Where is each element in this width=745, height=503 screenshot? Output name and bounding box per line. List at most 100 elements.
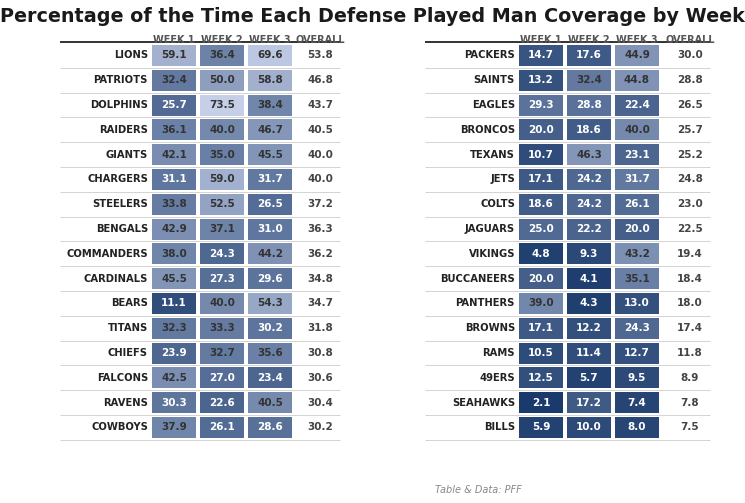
Bar <box>519 417 563 438</box>
Text: Percentage of the Time Each Defense Played Man Coverage by Week: Percentage of the Time Each Defense Play… <box>0 7 744 26</box>
Text: 45.5: 45.5 <box>161 274 187 284</box>
Text: 30.0: 30.0 <box>677 50 703 60</box>
Text: WEEK 3: WEEK 3 <box>249 35 291 45</box>
Text: BILLS: BILLS <box>484 423 515 433</box>
Text: 13.2: 13.2 <box>528 75 554 85</box>
Text: 37.1: 37.1 <box>209 224 235 234</box>
Bar <box>152 169 196 190</box>
Text: 30.2: 30.2 <box>307 423 333 433</box>
Text: 2.1: 2.1 <box>532 397 551 407</box>
Bar <box>248 268 292 289</box>
Bar <box>615 194 659 215</box>
Bar <box>152 367 196 388</box>
Bar <box>519 119 563 140</box>
Bar <box>200 194 244 215</box>
Text: 28.8: 28.8 <box>677 75 703 85</box>
Bar <box>152 144 196 165</box>
Text: 40.0: 40.0 <box>307 149 333 159</box>
Text: 33.8: 33.8 <box>161 199 187 209</box>
Text: 30.4: 30.4 <box>307 397 333 407</box>
Text: STEELERS: STEELERS <box>92 199 148 209</box>
Text: 40.0: 40.0 <box>307 175 333 185</box>
Text: 9.3: 9.3 <box>580 249 598 259</box>
Text: 8.0: 8.0 <box>628 423 646 433</box>
Text: 9.5: 9.5 <box>628 373 646 383</box>
Text: 36.1: 36.1 <box>161 125 187 135</box>
Bar <box>615 95 659 116</box>
Text: 24.3: 24.3 <box>624 323 650 333</box>
Bar <box>567 70 611 91</box>
Text: 28.8: 28.8 <box>576 100 602 110</box>
Bar <box>519 95 563 116</box>
Text: 35.6: 35.6 <box>257 348 283 358</box>
Text: 20.0: 20.0 <box>624 224 650 234</box>
Text: 27.3: 27.3 <box>209 274 235 284</box>
Text: 45.5: 45.5 <box>257 149 283 159</box>
Text: 38.4: 38.4 <box>257 100 283 110</box>
Text: 46.8: 46.8 <box>307 75 333 85</box>
Bar <box>567 417 611 438</box>
Bar <box>200 169 244 190</box>
Bar <box>567 367 611 388</box>
Text: 42.9: 42.9 <box>161 224 187 234</box>
Text: 22.5: 22.5 <box>677 224 703 234</box>
Bar <box>200 95 244 116</box>
Text: 33.3: 33.3 <box>209 323 235 333</box>
Bar <box>248 343 292 364</box>
Bar <box>567 95 611 116</box>
Bar <box>200 70 244 91</box>
Bar <box>615 417 659 438</box>
Text: COMMANDERS: COMMANDERS <box>66 249 148 259</box>
Bar <box>200 343 244 364</box>
Bar <box>248 169 292 190</box>
Text: 18.6: 18.6 <box>528 199 554 209</box>
Bar <box>615 392 659 413</box>
Text: WEEK 1: WEEK 1 <box>153 35 194 45</box>
Bar <box>248 119 292 140</box>
Bar <box>567 169 611 190</box>
Bar <box>200 243 244 264</box>
Bar <box>200 268 244 289</box>
Text: 17.2: 17.2 <box>576 397 602 407</box>
Bar <box>152 194 196 215</box>
Text: WEEK 3: WEEK 3 <box>616 35 658 45</box>
Bar <box>152 417 196 438</box>
Bar <box>248 95 292 116</box>
Text: 17.1: 17.1 <box>528 175 554 185</box>
Bar <box>519 343 563 364</box>
Text: GIANTS: GIANTS <box>106 149 148 159</box>
Text: 14.7: 14.7 <box>528 50 554 60</box>
Text: 52.5: 52.5 <box>209 199 235 209</box>
Text: 31.7: 31.7 <box>624 175 650 185</box>
Bar <box>248 70 292 91</box>
Bar <box>519 392 563 413</box>
Text: 25.2: 25.2 <box>677 149 703 159</box>
Bar <box>567 293 611 314</box>
Text: 30.6: 30.6 <box>307 373 333 383</box>
Text: BUCCANEERS: BUCCANEERS <box>440 274 515 284</box>
Text: 44.9: 44.9 <box>624 50 650 60</box>
Bar <box>200 417 244 438</box>
Text: 24.2: 24.2 <box>576 199 602 209</box>
Text: 25.7: 25.7 <box>677 125 703 135</box>
Text: 23.9: 23.9 <box>161 348 187 358</box>
Text: 34.7: 34.7 <box>307 298 333 308</box>
Bar <box>567 318 611 339</box>
Bar <box>567 144 611 165</box>
Text: 69.6: 69.6 <box>257 50 283 60</box>
Bar <box>567 392 611 413</box>
Text: 37.2: 37.2 <box>307 199 333 209</box>
Text: 36.3: 36.3 <box>307 224 333 234</box>
Text: 44.8: 44.8 <box>624 75 650 85</box>
Text: 59.1: 59.1 <box>161 50 187 60</box>
Text: 40.0: 40.0 <box>209 125 235 135</box>
Bar <box>567 218 611 239</box>
Text: 36.4: 36.4 <box>209 50 235 60</box>
Text: 25.0: 25.0 <box>528 224 554 234</box>
Text: 24.3: 24.3 <box>209 249 235 259</box>
Text: 29.3: 29.3 <box>528 100 554 110</box>
Text: 40.5: 40.5 <box>307 125 333 135</box>
Bar <box>519 70 563 91</box>
Bar <box>248 45 292 66</box>
Text: 59.0: 59.0 <box>209 175 235 185</box>
